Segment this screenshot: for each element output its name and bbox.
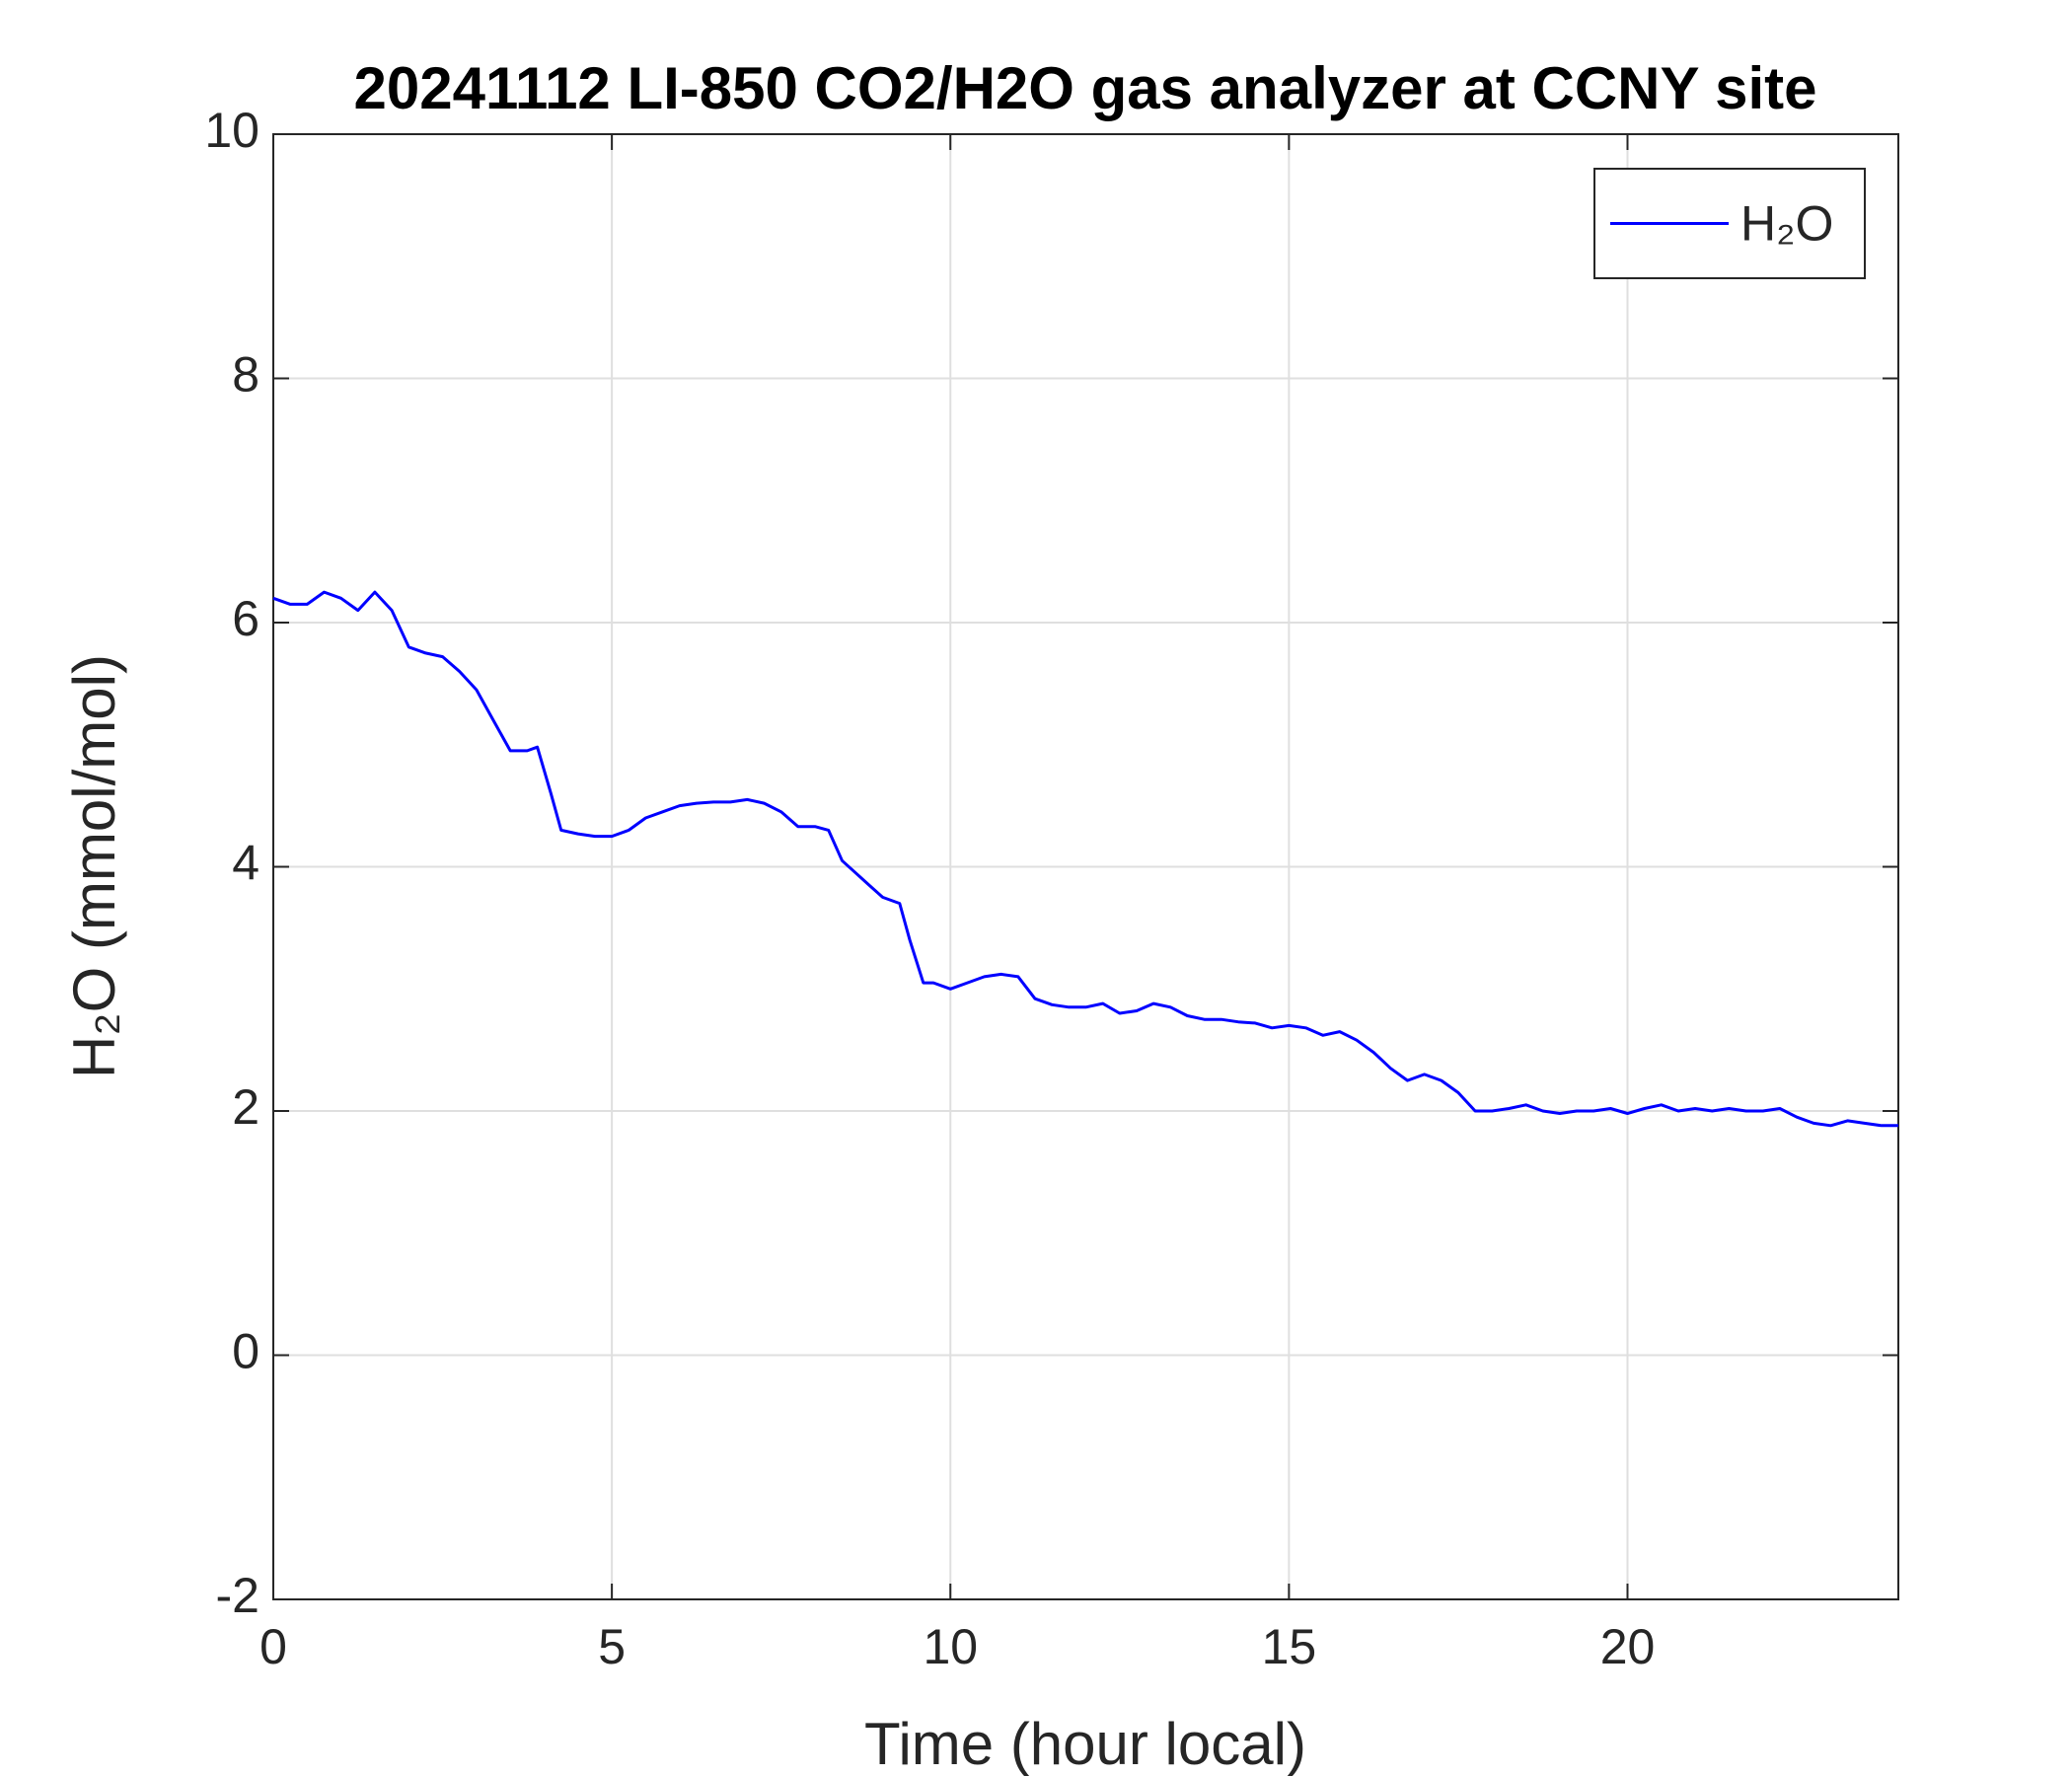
y-tick-label: 4 (232, 836, 259, 891)
y-tick-label: -2 (216, 1568, 259, 1623)
y-tick-label: 6 (232, 591, 259, 646)
x-axis-label: Time (hour local) (864, 1711, 1306, 1776)
axes-box (272, 133, 1899, 1600)
legend-label: H₂O (1740, 196, 1833, 252)
y-tick-label: 0 (232, 1324, 259, 1379)
y-tick-label: 10 (204, 103, 259, 158)
x-tick-label: 20 (1600, 1619, 1656, 1674)
data-line (272, 590, 1898, 1128)
x-tick-label: 5 (598, 1619, 626, 1674)
x-tick-label: 15 (1262, 1619, 1317, 1674)
x-tick-label: 0 (259, 1619, 287, 1674)
x-tick-label: 10 (923, 1619, 978, 1674)
y-tick-label: 8 (232, 347, 259, 403)
y-axis-label: H₂O (mmol/mol) (61, 654, 127, 1078)
y-tick-label: 2 (232, 1079, 259, 1135)
chart-title: 20241112 LI-850 CO2/H2O gas analyzer at … (353, 55, 1816, 121)
